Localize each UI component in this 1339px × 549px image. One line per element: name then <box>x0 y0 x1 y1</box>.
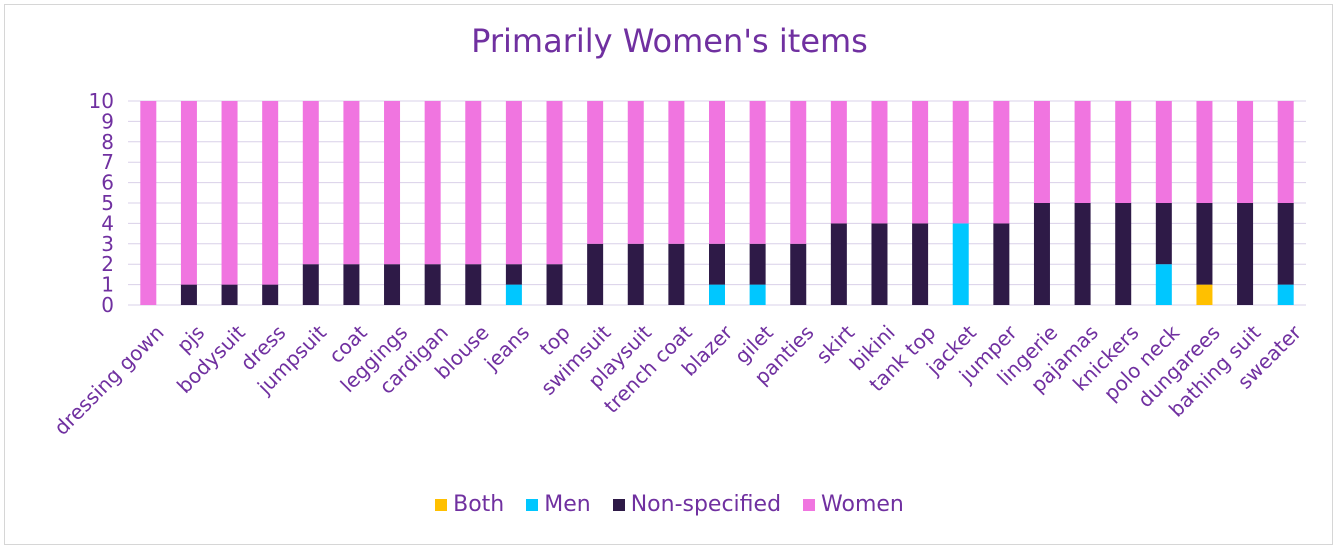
bar-segment-women <box>1155 101 1172 203</box>
bar-segment-women <box>749 101 766 244</box>
bar-segment-non-specified <box>1074 203 1091 305</box>
legend: Both Men Non-specified Women <box>0 492 1339 517</box>
legend-swatch <box>526 498 539 511</box>
bar-segment-non-specified <box>709 243 725 285</box>
legend-label: Both <box>453 492 505 517</box>
bar-segment-men <box>709 284 725 305</box>
bar-segment-women <box>424 101 441 265</box>
legend-item: Women <box>803 492 904 517</box>
y-tick-label: 5 <box>101 191 114 215</box>
bar-segment-non-specified <box>262 284 279 305</box>
bar-segment-non-specified <box>587 243 604 305</box>
bar-segment-non-specified <box>302 264 319 305</box>
bar-segment-women <box>627 101 644 244</box>
y-tick-label: 10 <box>89 89 114 113</box>
legend-swatch <box>803 498 816 511</box>
bar-segment-women <box>343 101 360 265</box>
bar-segment-women <box>668 101 685 244</box>
bar-segment-women <box>140 101 157 305</box>
bar-segment-women <box>587 101 604 244</box>
y-tick-label: 9 <box>101 109 114 133</box>
bar-segment-women <box>262 101 279 285</box>
bar-segment-non-specified <box>424 264 441 305</box>
y-tick-label: 3 <box>101 232 114 256</box>
bar-segment-women <box>1033 101 1050 203</box>
bar-segment-non-specified <box>465 264 482 305</box>
bar-segment-non-specified <box>749 243 766 285</box>
y-tick-label: 8 <box>101 130 114 154</box>
bar-segment-non-specified <box>627 243 644 305</box>
x-axis-tick-labels: dressing gown pjsbodysuitdressjumpsuitcoa… <box>49 320 1306 440</box>
y-tick-label: 1 <box>101 273 114 297</box>
bar-segment-women <box>546 101 563 265</box>
bar-segment-non-specified <box>343 264 360 305</box>
bar-segment-women <box>302 101 319 265</box>
bar-segment-women <box>830 101 847 224</box>
bar-segment-non-specified <box>384 264 401 305</box>
bar-segment-non-specified <box>830 223 847 305</box>
bar-segment-women <box>465 101 482 265</box>
bar-segment-non-specified <box>1115 203 1132 305</box>
legend-swatch <box>612 498 625 511</box>
bar-segment-women <box>384 101 401 265</box>
bar-segment-women <box>709 101 725 244</box>
y-tick-label: 6 <box>101 171 114 195</box>
bar-segment-non-specified <box>993 223 1010 305</box>
bar-segment-women <box>1277 101 1294 203</box>
legend-swatch <box>435 498 448 511</box>
bar-segment-women <box>1115 101 1132 203</box>
y-tick-label: 7 <box>101 150 114 174</box>
bar-segment-non-specified <box>1196 203 1213 285</box>
y-tick-label: 2 <box>101 252 114 276</box>
bar-segment-non-specified <box>668 243 685 305</box>
bar-segment-women <box>912 101 929 224</box>
bar-segment-non-specified <box>1277 203 1294 285</box>
bar-segment-women <box>1196 101 1213 203</box>
bar-segment-men <box>952 223 969 305</box>
bar-segment-women <box>1237 101 1254 203</box>
bar-segment-women <box>952 101 969 224</box>
bar-segment-non-specified <box>912 223 929 305</box>
bar-segment-men <box>1155 264 1172 305</box>
legend-label: Women <box>821 492 904 517</box>
bar-segment-women <box>871 101 888 224</box>
bar-segment-non-specified <box>1237 203 1254 305</box>
bar-segment-non-specified <box>790 243 807 305</box>
y-tick-label: 0 <box>101 293 114 317</box>
legend-item: Men <box>526 492 591 517</box>
bar-segment-non-specified <box>180 284 197 305</box>
y-tick-label: 4 <box>101 211 114 235</box>
bar-segment-men <box>505 284 522 305</box>
x-tick-label: dressing gown <box>49 320 168 439</box>
bar-segment-non-specified <box>546 264 563 305</box>
bar-segment-women <box>505 101 522 265</box>
x-tick-label: jeans <box>479 320 534 375</box>
bar-segment-non-specified <box>871 223 888 305</box>
bar-segment-non-specified <box>505 264 522 285</box>
bar-segment-non-specified <box>221 284 238 305</box>
chart-title: Primarily Women's items <box>471 22 868 60</box>
legend-label: Men <box>544 492 591 517</box>
bar-segment-men <box>1277 284 1294 305</box>
bar-segment-women <box>1074 101 1091 203</box>
legend-item: Both <box>435 492 504 517</box>
bar-segment-women <box>993 101 1010 224</box>
bar-segment-women <box>221 101 238 285</box>
legend-label: Non-specified <box>630 492 782 517</box>
bar-segment-men <box>749 284 766 305</box>
bar-segment-non-specified <box>1033 203 1050 305</box>
legend-item: Non-specified <box>612 492 782 517</box>
bar-segment-women <box>180 101 197 285</box>
bars <box>140 101 1294 305</box>
bar-segment-women <box>790 101 807 244</box>
bar-segment-both <box>1196 284 1213 305</box>
bar-segment-non-specified <box>1155 203 1172 265</box>
